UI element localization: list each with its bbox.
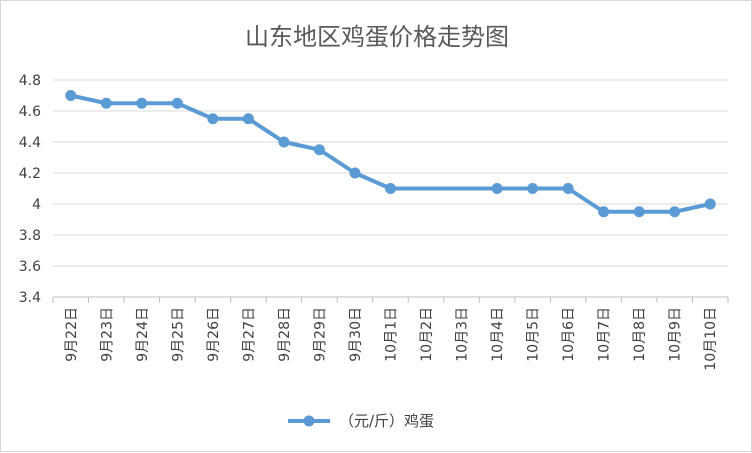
y-tick-label: 4.2	[19, 166, 41, 182]
legend-point-marker	[303, 415, 315, 427]
x-tick-label: 10月4日	[490, 307, 506, 362]
gridlines	[53, 79, 728, 298]
data-point	[136, 97, 148, 109]
y-axis: 3.4 3.6 3.8 4 4.2 4.4 4.6 4.8	[19, 73, 41, 306]
x-tick-label: 10月2日	[419, 307, 435, 362]
x-tick-label: 9月23日	[99, 307, 115, 362]
data-point	[349, 167, 361, 179]
data-point	[598, 206, 610, 218]
data-point	[562, 183, 574, 194]
x-tick-label: 9月22日	[64, 307, 80, 362]
x-axis	[52, 297, 729, 303]
y-tick-label: 3.8	[19, 228, 41, 244]
data-point	[207, 113, 219, 125]
series-layer	[65, 90, 716, 218]
legend: （元/斤）鸡蛋	[288, 412, 434, 430]
x-tick-label: 10月9日	[668, 307, 684, 362]
x-tick-label: 10月5日	[526, 307, 542, 362]
y-tick-label: 3.6	[19, 259, 41, 275]
data-point	[65, 90, 77, 101]
x-tick-label: 10月8日	[632, 307, 648, 362]
y-tick-label: 4.4	[19, 135, 41, 151]
y-tick-label: 4.8	[19, 73, 41, 89]
x-tick-label: 9月27日	[241, 307, 257, 362]
series-line	[68, 93, 713, 214]
y-tick-label: 4.6	[19, 104, 41, 120]
x-tick-label: 10月3日	[455, 307, 471, 362]
x-tick-label: 10月10日	[703, 307, 719, 371]
x-axis-labels: 9月22日 9月23日 9月24日 9月25日 9月26日 9月27日 9月28日 9月29日…	[64, 307, 719, 371]
data-point	[633, 206, 645, 218]
x-tick-label: 9月30日	[348, 307, 364, 362]
x-tick-label: 9月28日	[277, 307, 293, 362]
chart-title: 山东地区鸡蛋价格走势图	[245, 23, 509, 51]
y-tick-label: 3.4	[19, 290, 41, 306]
x-tick-label: 9月29日	[312, 307, 328, 362]
data-point	[171, 97, 183, 109]
data-point	[313, 144, 325, 156]
data-point	[278, 136, 290, 148]
x-tick-label: 10月6日	[561, 307, 577, 362]
data-point	[385, 183, 396, 194]
x-tick-label: 9月26日	[206, 307, 222, 362]
x-tick-label: 10月7日	[597, 307, 613, 362]
data-point	[100, 97, 112, 109]
data-point	[669, 206, 681, 218]
legend-label: （元/斤）鸡蛋	[339, 412, 434, 430]
x-tick-label: 10月1日	[384, 307, 400, 362]
data-point	[527, 183, 539, 194]
y-tick-label: 4	[32, 197, 41, 213]
data-point	[491, 183, 503, 194]
x-tick-label: 9月24日	[135, 307, 151, 362]
data-point	[704, 198, 716, 210]
x-tick-label: 9月25日	[170, 307, 186, 362]
data-point	[242, 113, 254, 125]
